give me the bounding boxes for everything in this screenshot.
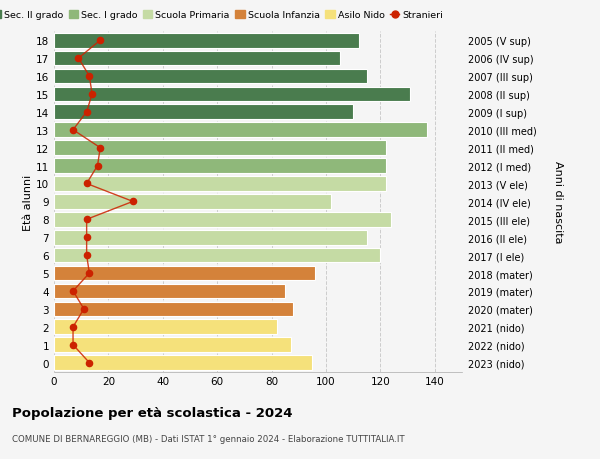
Bar (54, 320, 277, 335)
Bar (54, 177, 386, 191)
Text: Popolazione per età scolastica - 2024: Popolazione per età scolastica - 2024 (12, 406, 293, 419)
Bar (54, 123, 427, 138)
Bar (54, 356, 313, 370)
Point (95, 37, 105, 45)
Point (85, 73, 94, 80)
Bar (54, 87, 410, 102)
Bar (54, 230, 367, 245)
Legend: Sec. II grado, Sec. I grado, Scuola Primaria, Scuola Infanzia, Asilo Nido, Stran: Sec. II grado, Sec. I grado, Scuola Prim… (0, 7, 447, 24)
Y-axis label: Anni di nascita: Anni di nascita (553, 161, 563, 243)
Bar (54, 141, 386, 156)
Point (68, 288, 78, 295)
Bar (54, 105, 353, 120)
Point (82, 252, 91, 259)
Point (82, 234, 91, 241)
Bar (54, 266, 315, 281)
Point (82, 180, 91, 188)
Point (87, 91, 97, 98)
Bar (54, 248, 380, 263)
Text: COMUNE DI BERNAREGGIO (MB) - Dati ISTAT 1° gennaio 2024 - Elaborazione TUTTITALI: COMUNE DI BERNAREGGIO (MB) - Dati ISTAT … (12, 434, 404, 443)
Point (85, 359, 94, 367)
Bar (54, 338, 290, 353)
Bar (54, 51, 340, 66)
Bar (54, 284, 285, 299)
Point (82, 216, 91, 224)
Point (82, 109, 91, 116)
Point (85, 270, 94, 277)
Point (95, 145, 105, 152)
Y-axis label: Età alunni: Età alunni (23, 174, 33, 230)
Point (128, 198, 137, 206)
Point (68, 341, 78, 349)
Point (79, 306, 89, 313)
Point (68, 127, 78, 134)
Bar (54, 195, 331, 209)
Bar (54, 159, 386, 174)
Point (93, 162, 103, 170)
Bar (54, 69, 367, 84)
Bar (54, 302, 293, 317)
Bar (54, 213, 391, 227)
Point (68, 324, 78, 331)
Bar (54, 34, 359, 48)
Point (74, 55, 83, 62)
